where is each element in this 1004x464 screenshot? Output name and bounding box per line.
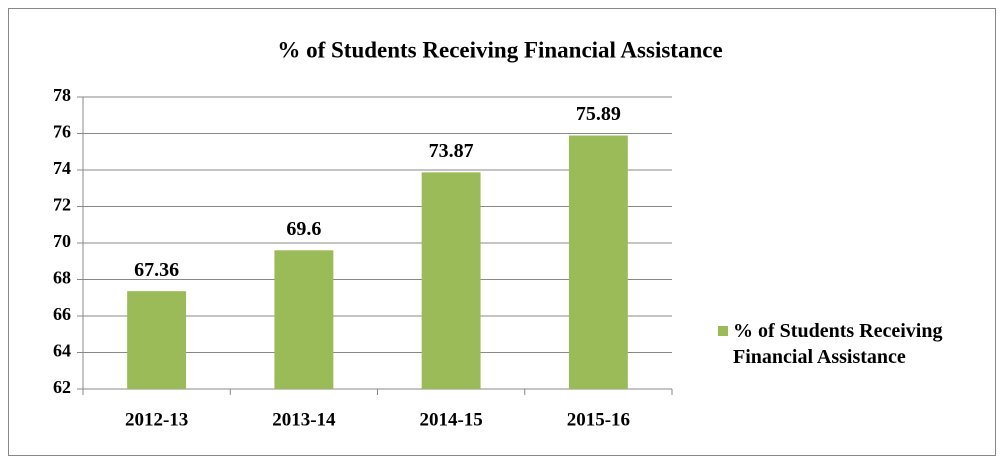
y-tick-label: 62	[53, 377, 71, 397]
data-label: 67.36	[134, 259, 179, 281]
legend: % of Students Receiving Financial Assist…	[718, 318, 998, 370]
y-tick-label: 66	[53, 304, 71, 324]
data-label: 75.89	[576, 103, 621, 125]
data-label: 73.87	[429, 140, 474, 162]
bar	[274, 250, 334, 389]
legend-swatch	[718, 326, 728, 336]
y-tick-label: 76	[53, 122, 71, 142]
y-tick-label: 70	[53, 231, 71, 251]
y-tick-label: 64	[53, 341, 71, 361]
x-tick-label: 2012-13	[125, 409, 188, 430]
y-tick-label: 68	[53, 268, 71, 288]
y-tick-label: 72	[53, 195, 71, 215]
bar	[127, 291, 187, 389]
x-tick-label: 2013-14	[272, 409, 336, 430]
legend-label: % of Students Receiving Financial Assist…	[733, 320, 943, 368]
x-tick-label: 2015-16	[567, 409, 630, 430]
y-tick-label: 74	[53, 158, 71, 178]
x-tick-label: 2014-15	[419, 409, 482, 430]
bar	[421, 172, 481, 389]
bar	[568, 135, 628, 389]
chart-title: % of Students Receiving Financial Assist…	[277, 37, 722, 62]
y-tick-label: 78	[53, 85, 71, 105]
data-label: 69.6	[286, 218, 321, 240]
